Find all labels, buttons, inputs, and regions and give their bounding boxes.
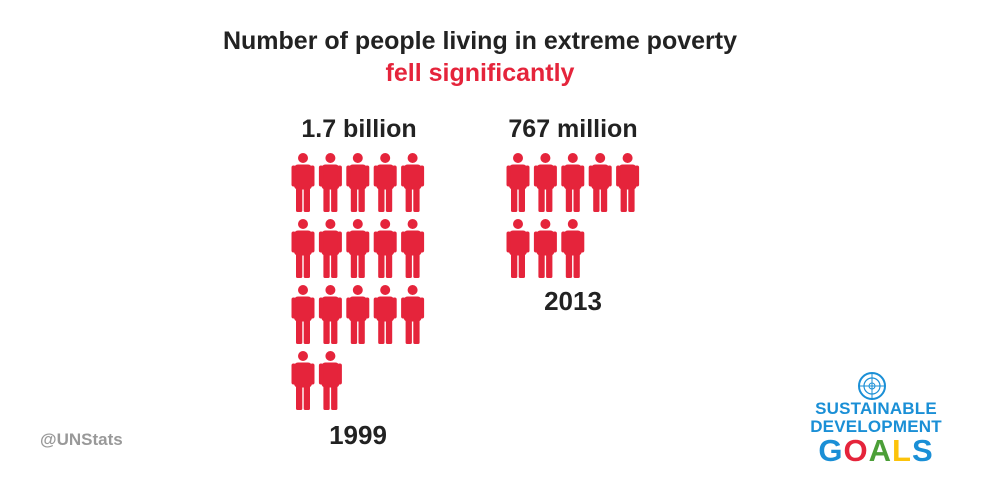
pictogram-group-1999: 1.7 billion 1999 (291, 115, 425, 450)
person-icon (561, 219, 585, 278)
person-icon (346, 153, 370, 212)
value-label: 1.7 billion (301, 115, 416, 143)
sdg-logo-line1: SUSTAINABLE (815, 399, 937, 418)
sdg-logo: SUSTAINABLE DEVELOPMENT GOALS (806, 368, 946, 468)
twitter-handle: @UNStats (40, 430, 123, 449)
person-icon (346, 285, 370, 344)
person-icon (401, 219, 425, 278)
person-icon (401, 285, 425, 344)
person-icon (588, 153, 612, 212)
person-icon (373, 153, 397, 212)
year-label: 2013 (544, 286, 602, 316)
person-icon (373, 285, 397, 344)
year-label: 1999 (329, 420, 387, 450)
chart-title: Number of people living in extreme pover… (222, 27, 737, 55)
person-icon (373, 219, 397, 278)
person-icon (291, 285, 315, 344)
person-icon (318, 219, 342, 278)
person-icon (291, 219, 315, 278)
person-icon (318, 285, 342, 344)
pictogram-group-2013: 767 million 2013 (506, 115, 640, 316)
person-icon (506, 219, 530, 278)
value-label: 767 million (508, 115, 637, 143)
person-icon (318, 351, 342, 410)
person-icon (291, 351, 315, 410)
chart-subtitle: fell significantly (385, 59, 575, 87)
person-icon (561, 153, 585, 212)
person-icon (291, 153, 315, 212)
person-icon (401, 153, 425, 212)
person-icon (533, 219, 557, 278)
person-icon (346, 219, 370, 278)
person-icon (616, 153, 640, 212)
sdg-logo-line2: DEVELOPMENT (810, 417, 942, 436)
person-icon (506, 153, 530, 212)
person-icon (533, 153, 557, 212)
un-emblem-icon (858, 372, 886, 400)
sdg-logo-goals: GOALS (818, 433, 934, 468)
person-icon (318, 153, 342, 212)
